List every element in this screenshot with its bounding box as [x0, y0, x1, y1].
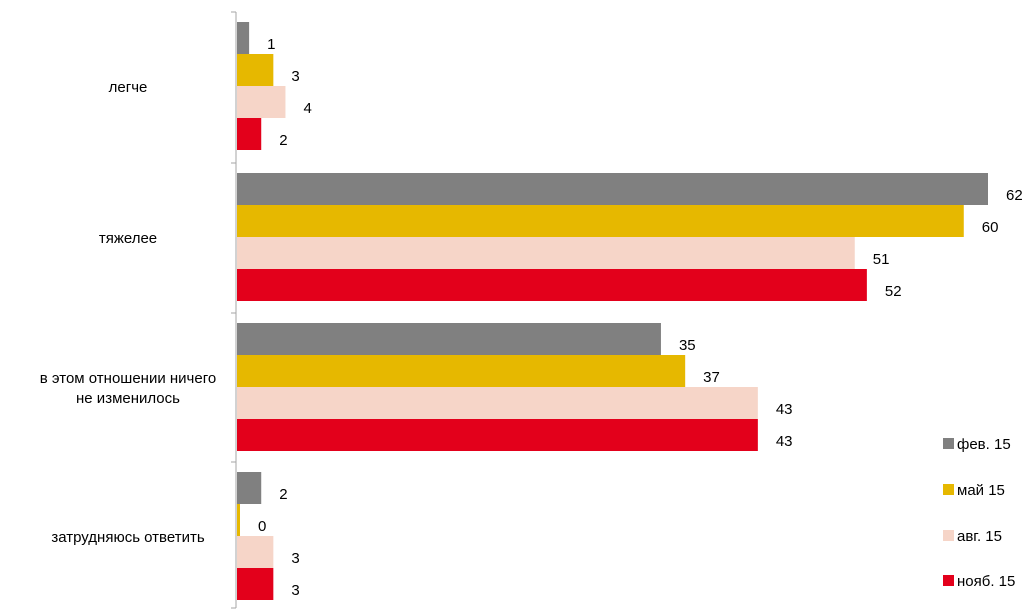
legend-label: май 15 [957, 482, 1005, 499]
legend-swatch [943, 438, 954, 449]
bar [237, 205, 964, 237]
category-labels: легче тяжелее в этом отношении ничего не из… [40, 79, 216, 546]
data-label: 3 [291, 68, 299, 85]
bar [237, 419, 758, 451]
legend-swatch [943, 575, 954, 586]
data-label: 4 [303, 100, 311, 117]
data-label: 37 [703, 369, 720, 386]
bar [237, 355, 686, 387]
bar [237, 387, 758, 419]
bar [237, 22, 250, 54]
bar [237, 269, 867, 301]
data-label: 3 [291, 582, 299, 599]
legend-label: фев. 15 [957, 436, 1011, 453]
category-label: затрудняюсь ответить [51, 529, 204, 546]
bar [237, 237, 855, 269]
chart-axis [231, 11, 237, 609]
data-label: 2 [279, 486, 287, 503]
legend-swatch [943, 484, 954, 495]
data-label: 2 [279, 132, 287, 149]
bar [237, 54, 274, 86]
data-label: 3 [291, 550, 299, 567]
data-label: 60 [982, 219, 999, 236]
bar [237, 173, 988, 205]
category-label: легче [109, 79, 148, 96]
legend: фев. 15 май 15 авг. 15 нояб. 15 [943, 436, 1015, 590]
bar [237, 323, 661, 355]
data-label: 51 [873, 251, 890, 268]
bar [237, 86, 286, 118]
legend-swatch [943, 530, 954, 541]
data-label: 0 [258, 518, 266, 535]
bar [237, 472, 262, 504]
category-label: не изменилось [76, 390, 180, 407]
bar [237, 536, 274, 568]
data-label: 43 [776, 433, 793, 450]
data-label: 35 [679, 337, 696, 354]
bar [237, 504, 240, 536]
category-label: тяжелее [99, 230, 157, 247]
legend-label: нояб. 15 [957, 573, 1015, 590]
legend-label: авг. 15 [957, 528, 1002, 545]
data-label: 52 [885, 283, 902, 300]
bars [237, 22, 988, 600]
bar [237, 568, 274, 600]
data-label: 62 [1006, 187, 1023, 204]
category-label: в этом отношении ничего [40, 370, 216, 387]
data-label: 43 [776, 401, 793, 418]
data-label: 1 [267, 36, 275, 53]
bar [237, 118, 262, 150]
